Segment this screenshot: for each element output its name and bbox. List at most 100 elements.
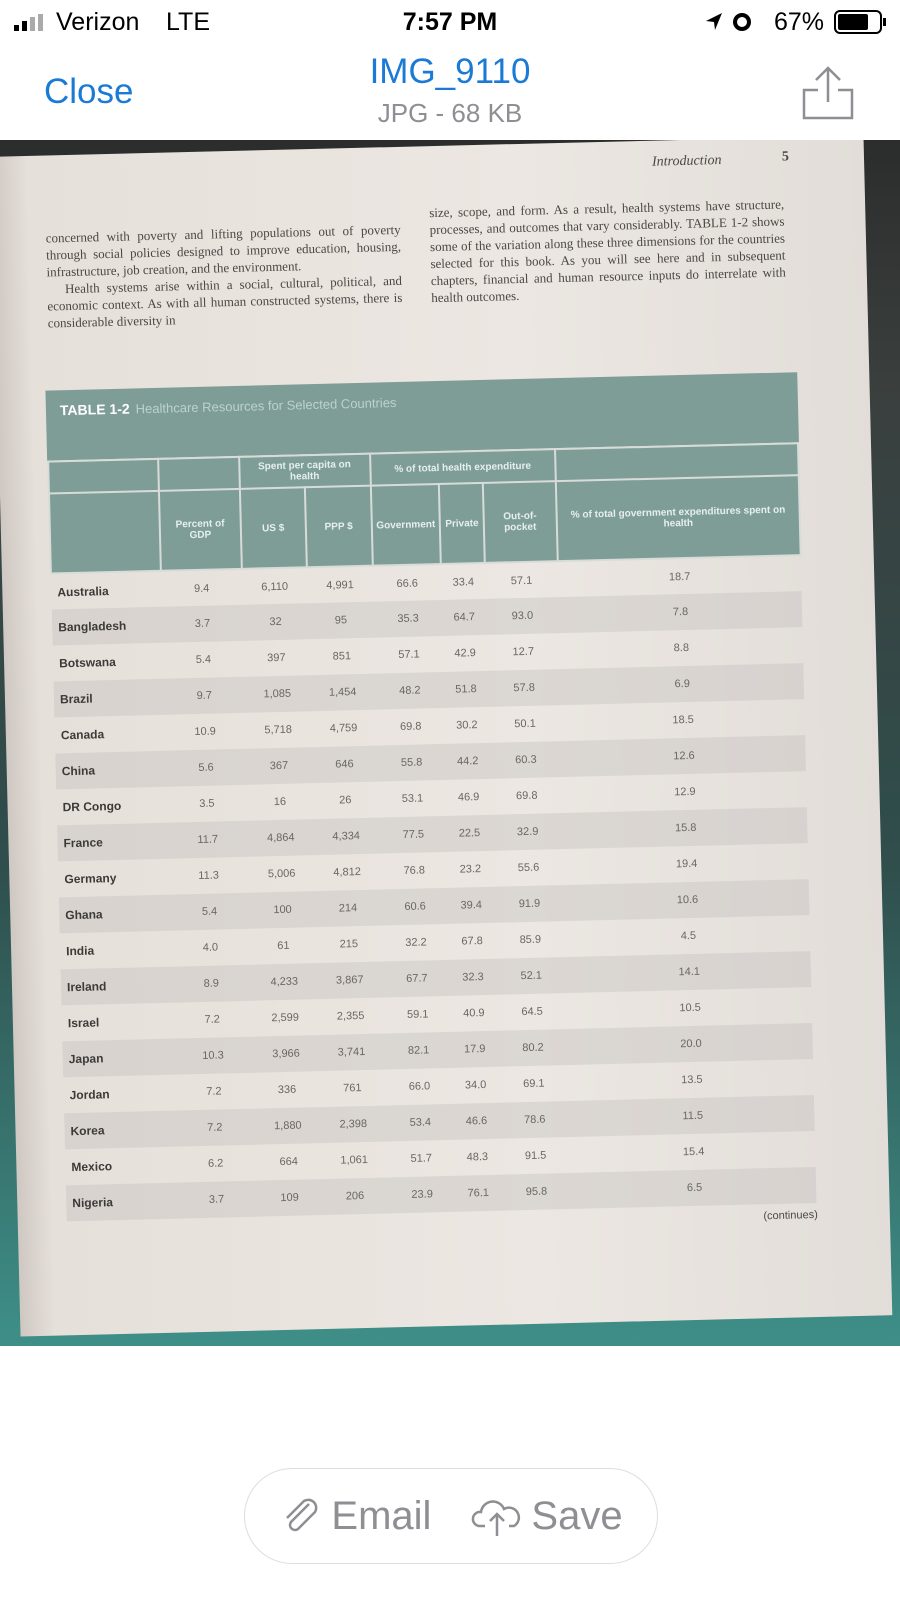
cell: 14.1 [567, 951, 812, 993]
country-cell: Ghana [58, 894, 170, 934]
cell: 46.6 [454, 1102, 499, 1140]
cell: 1,454 [309, 673, 376, 712]
save-button[interactable]: Save [471, 1493, 623, 1539]
country-cell: Mexico [71, 1159, 113, 1175]
country-cell: Botswana [58, 654, 116, 671]
cell: 18.7 [668, 570, 691, 583]
cell: 22.5 [447, 814, 492, 852]
file-title: IMG_9110 [369, 52, 531, 91]
cell: 60.3 [488, 741, 563, 779]
column-header: Government [370, 483, 442, 566]
page-number: 5 [781, 149, 790, 165]
cell: 10.9 [194, 725, 217, 739]
cell: 32.2 [405, 936, 427, 949]
cell: 9.7 [163, 676, 246, 715]
cell: 7.2 [206, 1085, 222, 1098]
cell: 40.9 [463, 1007, 485, 1020]
cell: 4,864 [247, 819, 314, 857]
share-button[interactable] [800, 64, 856, 122]
cell: 4,233 [251, 963, 318, 1001]
header-cell [48, 458, 159, 494]
country-cell: Ireland [60, 966, 172, 1006]
cell: 215 [339, 938, 359, 951]
cell: 23.2 [459, 863, 482, 876]
column-header: % of total government expenditures spent… [555, 475, 801, 562]
cell: 59.1 [406, 1008, 429, 1021]
cell: 15.4 [682, 1145, 705, 1159]
cell: 4.0 [202, 941, 219, 954]
cell: 23.9 [387, 1175, 458, 1214]
network: LTE [166, 8, 210, 36]
cell: 50.1 [514, 717, 536, 731]
cell: 646 [311, 745, 378, 784]
cell: 7.8 [558, 591, 803, 634]
cell: 61 [277, 939, 290, 953]
column-header: PPP $ [304, 485, 373, 568]
cell: 57.1 [510, 574, 533, 587]
cell: 32 [242, 603, 309, 641]
cell: 3,867 [316, 961, 383, 1000]
time: 7:57 PM [402, 8, 498, 36]
cell: 397 [267, 651, 286, 665]
close-button[interactable]: Close [44, 72, 134, 111]
cell: 57.1 [398, 648, 420, 662]
cell: 10.5 [679, 1001, 702, 1015]
save-label: Save [531, 1493, 623, 1538]
paragraph: concerned with poverty and lifting popul… [45, 221, 402, 280]
cell: 12.6 [562, 735, 806, 778]
column-header: Private [439, 482, 485, 564]
cell: 16 [273, 795, 287, 809]
cell: 100 [249, 891, 316, 929]
nav-bar: Close IMG_9110 JPG - 68 KB [0, 44, 900, 140]
cell: 46.9 [457, 791, 480, 804]
country-cell: Australia [57, 583, 109, 599]
cell: 664 [279, 1155, 299, 1169]
cell: 11.3 [198, 869, 220, 882]
cell: 95 [307, 601, 375, 640]
paragraph: Health systems arise within a social, cu… [47, 272, 403, 331]
cell: 91.9 [492, 885, 567, 923]
cell: 10.6 [565, 879, 810, 922]
country-cell: Bangladesh [51, 606, 163, 646]
cell: 78.6 [497, 1100, 572, 1139]
book-page: Introduction 5 concerned with poverty an… [0, 140, 893, 1337]
cell: 18.5 [672, 713, 694, 727]
cell: 33.4 [452, 575, 475, 589]
cell: 1,061 [340, 1153, 369, 1167]
paragraph: size, scope, and form. As a result, heal… [429, 196, 786, 306]
status-bar: Verizon LTE 7:57 PM 67% [0, 0, 900, 44]
cell: 53.4 [385, 1103, 456, 1142]
cell: 60.6 [380, 887, 451, 926]
cell: 4.5 [680, 929, 697, 943]
country-cell: Jordan [69, 1087, 110, 1103]
cell: 2,398 [320, 1105, 387, 1144]
cell: 5,718 [264, 723, 293, 737]
group-header: Spent per capita on health [238, 453, 371, 489]
cell: 8.8 [673, 641, 690, 655]
cell: 51.7 [410, 1152, 433, 1165]
table-block: TABLE 1-2 Healthcare Resources for Select… [45, 372, 818, 1239]
cell: 2,355 [336, 1009, 365, 1023]
country-cell: Israel [67, 1015, 100, 1031]
cell: 1,085 [244, 675, 311, 713]
cell: 214 [314, 889, 382, 928]
email-button[interactable]: Email [279, 1494, 431, 1539]
country-cell: Japan [62, 1038, 174, 1078]
country-cell: India [65, 943, 95, 959]
cell: 4,812 [333, 866, 362, 879]
cell: 17.9 [452, 1030, 497, 1068]
cell: 4,991 [326, 578, 354, 592]
cell: 6.2 [207, 1157, 224, 1170]
cell: 367 [245, 747, 313, 785]
cell: 6,110 [261, 580, 289, 593]
cell: 11.7 [167, 820, 249, 859]
cell: 8.9 [170, 964, 253, 1003]
cell: 34.0 [464, 1079, 487, 1092]
cell: 11.5 [570, 1095, 815, 1137]
cell: 67.8 [461, 935, 483, 948]
cell: 32.3 [450, 958, 496, 996]
location-alarm-icons [706, 13, 751, 31]
cell: 3,741 [318, 1033, 385, 1072]
cell: 80.2 [495, 1028, 570, 1067]
